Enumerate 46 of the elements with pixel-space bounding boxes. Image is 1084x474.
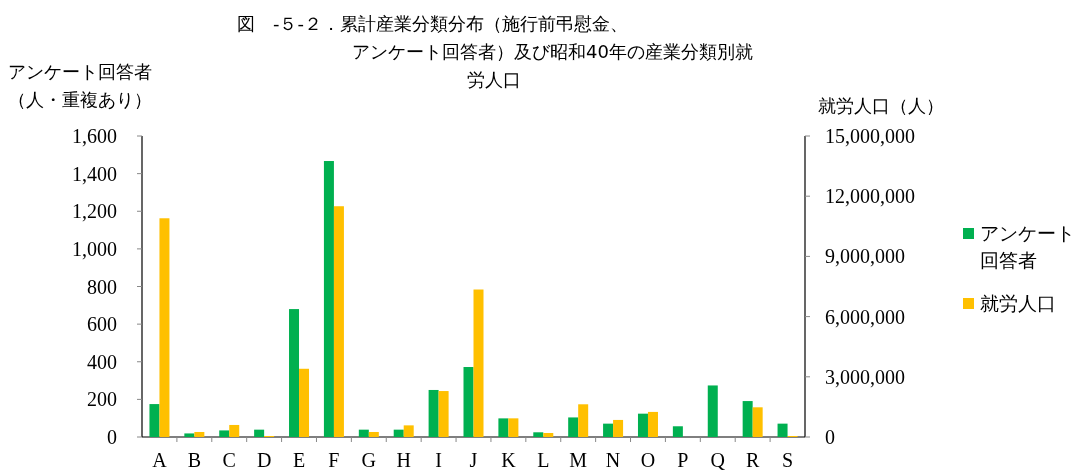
y2-tick-label: 12,000,000 [825, 185, 915, 208]
x-tick-label: A [152, 449, 168, 471]
y2-tick-label: 3,000,000 [825, 365, 905, 388]
x-tick-label: M [569, 449, 588, 471]
y2-tick-label: 0 [825, 426, 835, 448]
bar [254, 429, 265, 437]
x-tick-label: R [745, 449, 760, 471]
y2-tick-label: 15,000,000 [825, 125, 915, 147]
x-tick-label: E [292, 449, 306, 471]
y-tick-label: 1,400 [72, 162, 117, 185]
y-tick-label: 1,200 [72, 200, 117, 223]
x-tick-label: N [605, 449, 621, 471]
x-tick-label: F [328, 449, 340, 471]
x-tick-label: H [396, 449, 411, 471]
y-tick-label: 1,600 [72, 125, 117, 147]
legend-label: 就労人口 [980, 292, 1056, 314]
bar [777, 423, 788, 437]
x-tick-label: B [187, 449, 202, 471]
y-tick-label: 200 [87, 388, 117, 411]
legend-label: アンケート回答者 [980, 222, 1075, 271]
x-tick-label: K [501, 449, 517, 471]
bar [159, 218, 170, 437]
x-tick-label: D [256, 449, 272, 471]
bar [707, 385, 718, 437]
y-tick-label: 0 [107, 426, 117, 448]
chart-title: 図 -５-２．累計産業分類分布（施行前弔慰金、アンケート回答者）及び昭和40年の産業分類別就労人口 [237, 13, 753, 90]
x-tick-label: S [781, 449, 794, 471]
y2-tick-label: 6,000,000 [825, 305, 905, 328]
bar [473, 289, 484, 437]
y-tick-label: 1,000 [72, 237, 117, 260]
bar [672, 426, 683, 437]
x-tick-label: I [435, 449, 442, 471]
bar [149, 404, 160, 437]
x-tick-label: C [222, 449, 236, 471]
y-tick-label: 400 [87, 350, 117, 373]
y2-tick-label: 9,000,000 [825, 245, 905, 268]
x-tick-label: L [537, 449, 550, 471]
x-tick-label: O [640, 449, 656, 471]
y-tick-label: 600 [87, 313, 117, 336]
y-axis-title: アンケート回答者（人・重複あり） [8, 61, 152, 110]
y-tick-label: 800 [87, 275, 117, 298]
x-tick-label: P [677, 449, 689, 471]
x-tick-label: Q [710, 449, 726, 471]
y2-axis-title: 就労人口（人） [818, 95, 944, 116]
x-tick-label: J [469, 449, 478, 471]
x-tick-label: G [361, 449, 377, 471]
